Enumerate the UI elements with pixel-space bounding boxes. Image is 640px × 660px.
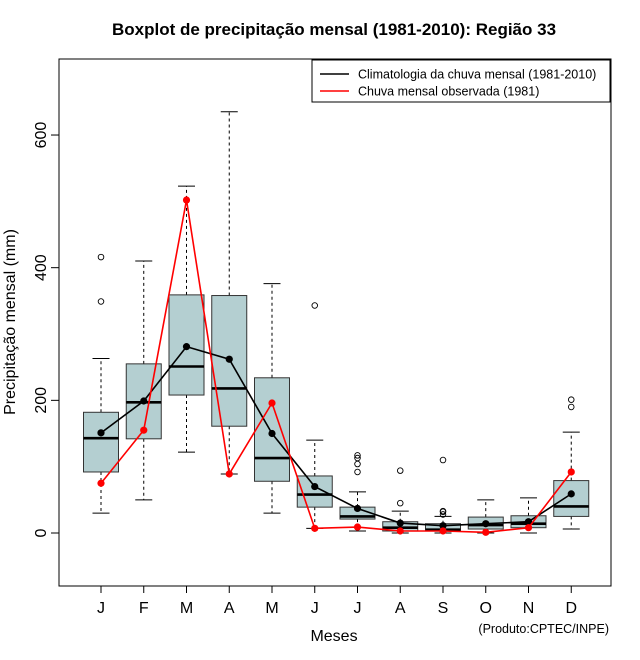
observada-point <box>268 399 276 407</box>
outlier-point <box>439 456 447 464</box>
series-observada <box>97 196 575 536</box>
y-tick-label: 600 <box>33 122 50 149</box>
climatologia-point <box>225 355 233 363</box>
observada-point <box>567 468 575 476</box>
observada-point <box>140 426 148 434</box>
series-climatologia <box>97 343 575 530</box>
legend-label-climatologia: Climatologia da chuva mensal (1981-2010) <box>358 68 596 82</box>
outlier-point <box>397 467 404 474</box>
box-iqr <box>83 411 119 473</box>
climatologia-line <box>100 345 572 527</box>
y-tick-label: 400 <box>33 254 50 281</box>
observada-point <box>353 523 362 531</box>
climatologia-point <box>353 504 362 513</box>
observada-point <box>225 470 233 478</box>
x-tick-label: O <box>480 600 492 617</box>
observada-point <box>524 524 533 532</box>
x-axis-title: Meses <box>310 628 357 645</box>
x-tick-label: A <box>224 600 235 617</box>
y-axis: 0 200 400 600 <box>33 122 59 537</box>
outlier-point <box>97 298 105 305</box>
box-7 <box>339 452 376 532</box>
series-lines <box>97 196 575 536</box>
box-12 <box>553 396 590 530</box>
outlier-point <box>97 253 105 261</box>
box-1 <box>83 253 119 514</box>
climatologia-point <box>140 397 148 405</box>
outlier-point <box>311 302 319 309</box>
x-tick-label: J <box>311 600 319 617</box>
x-tick-label: F <box>139 600 149 617</box>
climatologia-point <box>482 520 490 528</box>
chart-title: Boxplot de precipitação mensal (1981-201… <box>112 20 556 39</box>
climatologia-point <box>396 519 404 527</box>
climatologia-point <box>524 518 533 526</box>
plot-frame <box>58 58 612 587</box>
observada-point <box>311 524 319 532</box>
legend: Climatologia da chuva mensal (1981-2010)… <box>311 59 611 103</box>
climatologia-point <box>567 490 575 498</box>
outlier-point <box>439 511 447 518</box>
outlier-point <box>354 468 361 476</box>
y-tick-label: 200 <box>33 387 50 414</box>
box-iqr <box>296 475 333 508</box>
x-tick-label: N <box>523 600 535 617</box>
climatologia-point <box>439 522 447 530</box>
box-6 <box>296 302 333 529</box>
observada-point <box>439 527 447 535</box>
legend-box <box>311 59 611 103</box>
observada-point <box>396 527 404 535</box>
outlier-point <box>354 454 361 462</box>
x-tick-label: S <box>438 600 449 617</box>
outlier-point <box>354 452 361 459</box>
x-tick-label: J <box>97 600 105 617</box>
x-tick-label: D <box>565 600 577 617</box>
x-tick-label: J <box>354 600 362 617</box>
climatologia-point <box>268 429 276 438</box>
climatologia-point <box>311 482 319 491</box>
x-tick-label: M <box>180 600 193 617</box>
outlier-point <box>397 499 404 507</box>
y-axis-title: Precipitação mensal (mm) <box>2 229 19 415</box>
outlier-point <box>568 403 575 411</box>
y-tick-label: 0 <box>33 528 50 537</box>
box-5 <box>254 283 290 514</box>
credit-text: (Produto:CPTEC/INPE) <box>478 622 609 636</box>
outlier-point <box>568 396 575 403</box>
outlier-point <box>439 507 447 515</box>
x-tick-label: M <box>265 600 278 617</box>
box-iqr <box>254 377 290 482</box>
observada-point <box>182 196 191 204</box>
x-tick-label: A <box>395 600 406 617</box>
box-2 <box>125 260 162 501</box>
climatologia-point <box>97 429 105 437</box>
climatologia-point <box>182 343 191 351</box>
observada-point <box>97 479 105 487</box>
observada-point <box>482 528 490 536</box>
observada-line <box>100 199 572 534</box>
box-iqr <box>553 480 590 517</box>
legend-label-observada: Chuva mensal observada (1981) <box>358 85 539 99</box>
